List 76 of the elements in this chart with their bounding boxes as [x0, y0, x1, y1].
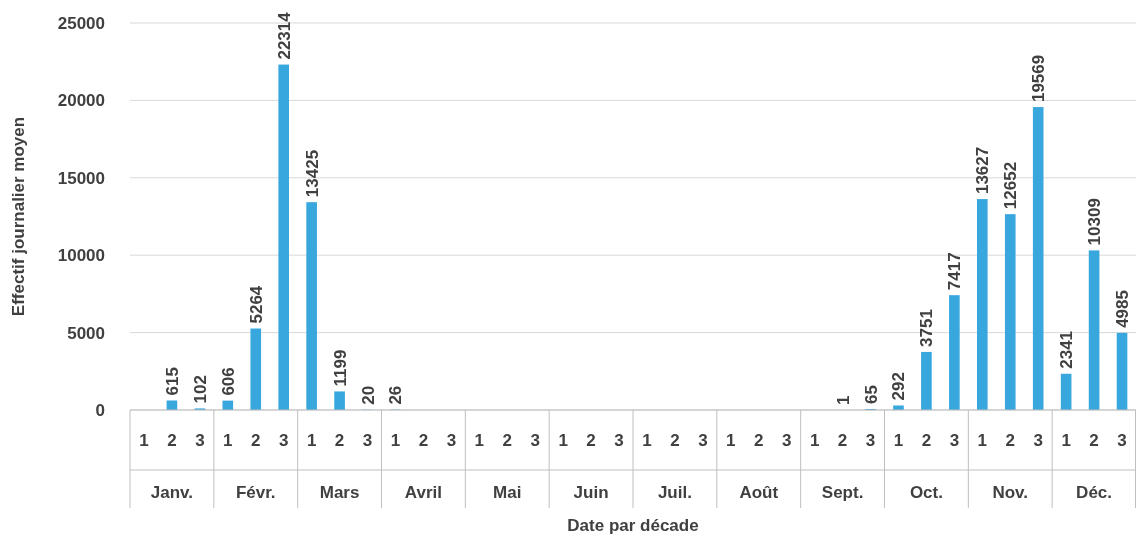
x-tick-label: 2 [921, 431, 932, 450]
text: Sept. [821, 483, 864, 502]
x-tick-label: 2 [1005, 431, 1015, 450]
x-tick-label: 1 [893, 431, 904, 450]
text: Déc. [1076, 483, 1113, 502]
x-tick-label: 3 [1033, 431, 1043, 450]
data-label: 4985 [1113, 290, 1133, 328]
x-tick-label: 3 [362, 431, 373, 450]
x-tick-label: 2 [251, 431, 261, 450]
x-tick-label: 3 [195, 431, 205, 450]
y-tick-label: 25000 [57, 14, 105, 33]
x-axis-title: Date par décade [567, 516, 699, 535]
data-label: 606 [218, 367, 238, 396]
data-label: 1 [833, 395, 853, 405]
data-label: 26 [386, 385, 406, 405]
x-tick-label: 1 [809, 431, 820, 450]
data-label: 10309 [1085, 198, 1105, 246]
x-tick-label: 2 [167, 431, 177, 450]
data-label: 13425 [302, 149, 322, 198]
data-label: 7417 [945, 252, 965, 291]
text: Févr. [235, 483, 276, 502]
x-tick-label: 2 [586, 431, 596, 450]
data-label: 1199 [330, 349, 350, 387]
x-tick-label: 3 [278, 431, 289, 450]
x-tick-label: 2 [754, 431, 764, 450]
x-tick-label: 1 [223, 431, 233, 450]
x-tick-label: 3 [446, 431, 457, 450]
data-label: 12652 [1001, 161, 1021, 210]
x-tick-label: 2 [502, 431, 512, 450]
data-label: 19569 [1029, 54, 1049, 103]
x-tick-label: 2 [1089, 431, 1099, 450]
data-label: 20 [358, 385, 378, 405]
x-tick-label: 2 [334, 431, 345, 450]
data-label: 22314 [274, 11, 294, 60]
x-tick-label: 3 [1117, 431, 1127, 450]
text: Juin [573, 483, 609, 502]
x-tick-label: 2 [418, 431, 429, 450]
x-tick-label: 1 [390, 431, 401, 450]
data-label: 65 [861, 385, 881, 404]
x-tick-label: 1 [474, 431, 485, 450]
x-tick-label: 3 [781, 431, 792, 450]
text: Mai [493, 483, 522, 502]
x-tick-label: 3 [530, 431, 540, 450]
data-label: 3751 [917, 309, 937, 347]
y-axis-title: Effectif journalier moyen [9, 116, 28, 317]
x-tick-label: 1 [139, 431, 149, 450]
text: Août [739, 483, 779, 502]
x-tick-label: 1 [642, 431, 652, 450]
data-label: 13627 [973, 146, 993, 195]
x-tick-label: 3 [865, 431, 876, 450]
data-label: 102 [190, 375, 210, 404]
y-tick-label: 0 [95, 401, 105, 420]
x-tick-label: 2 [670, 431, 680, 450]
text: Nov. [992, 483, 1029, 502]
data-label: 2341 [1057, 330, 1077, 369]
y-tick-label: 15000 [57, 168, 105, 188]
y-tick-label: 10000 [57, 246, 105, 266]
x-tick-label: 2 [837, 431, 848, 450]
text: Janv. [150, 483, 194, 502]
x-tick-label: 1 [558, 431, 568, 450]
text: Mars [319, 483, 360, 502]
x-tick-label: 3 [698, 431, 708, 450]
text: Oct. [909, 483, 943, 502]
y-tick-label: 20000 [57, 91, 105, 111]
text: Avril [404, 483, 442, 502]
x-tick-label: 3 [614, 431, 624, 450]
x-tick-label: 1 [1061, 431, 1071, 450]
data-label: 615 [162, 367, 182, 396]
x-tick-label: 1 [306, 431, 317, 450]
x-tick-label: 3 [949, 431, 960, 450]
data-label: 292 [889, 372, 909, 401]
data-label: 5264 [246, 285, 266, 324]
x-tick-label: 1 [977, 431, 988, 450]
text: Juil. [657, 483, 692, 502]
y-tick-label: 5000 [67, 323, 105, 343]
x-tick-label: 1 [726, 431, 736, 450]
